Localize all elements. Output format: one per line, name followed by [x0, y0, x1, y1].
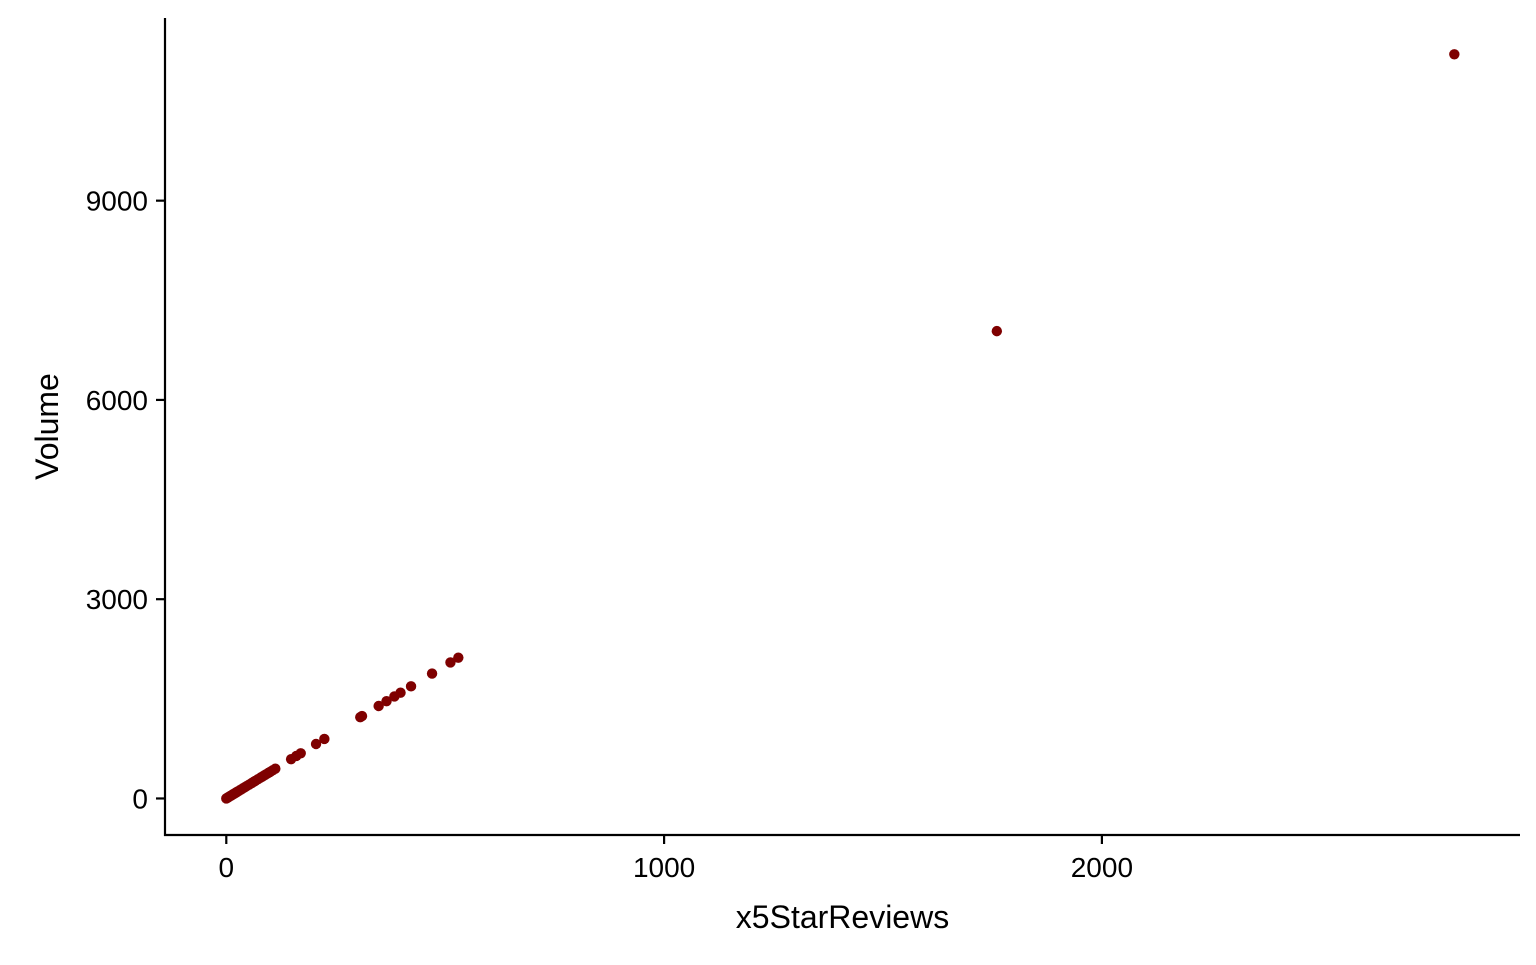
- data-point: [991, 325, 1003, 337]
- x-tick-label: 1000: [633, 852, 695, 883]
- data-point: [1449, 49, 1460, 60]
- data-point: [395, 687, 406, 698]
- data-point: [381, 696, 392, 707]
- data-point: [295, 748, 306, 759]
- data-point: [373, 700, 384, 712]
- y-tick-label: 6000: [86, 385, 148, 416]
- x-tick-label: 0: [219, 852, 235, 883]
- data-point: [405, 681, 417, 692]
- data-point: [426, 668, 438, 679]
- data-point: [356, 710, 368, 722]
- points-layer: [221, 49, 1460, 804]
- x-axis-title: x5StarReviews: [736, 899, 949, 935]
- y-tick-label: 0: [132, 783, 148, 814]
- data-point: [270, 763, 281, 774]
- y-tick-label: 3000: [86, 584, 148, 615]
- x-ticks: 0 1000 2000: [219, 835, 1133, 883]
- y-ticks: 0 3000 6000 9000: [86, 186, 165, 814]
- y-tick-label: 9000: [86, 186, 148, 217]
- y-axis-title: Volume: [29, 373, 65, 480]
- data-point: [453, 652, 464, 663]
- data-point: [445, 657, 456, 668]
- data-point: [319, 733, 330, 745]
- data-point: [310, 738, 322, 750]
- axes-layer: [163, 18, 1520, 837]
- x-tick-label: 2000: [1071, 852, 1133, 883]
